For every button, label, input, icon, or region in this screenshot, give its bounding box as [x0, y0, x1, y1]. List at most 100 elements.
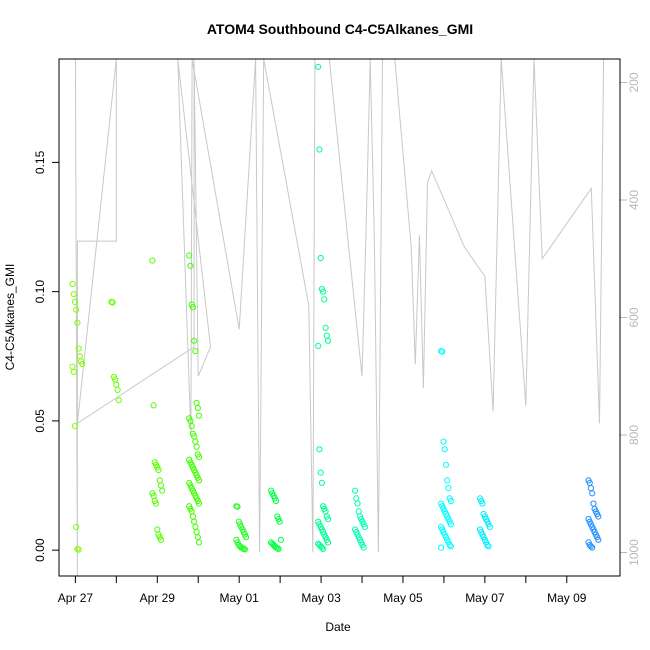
data-point — [352, 487, 359, 494]
data-point — [324, 539, 332, 546]
y2-tick-label: 600 — [627, 307, 641, 327]
data-point — [157, 536, 165, 543]
chart-title: ATOM4 Southbound C4-C5Alkanes_GMI — [207, 21, 473, 37]
data-point — [355, 508, 362, 515]
data-point — [189, 304, 196, 311]
data-point — [193, 443, 200, 450]
data-point — [152, 500, 160, 507]
data-points-layer — [69, 63, 602, 553]
data-point — [193, 529, 200, 536]
data-point — [192, 523, 199, 531]
y-tick-label: 0.15 — [33, 150, 47, 174]
data-point — [318, 544, 325, 551]
pressure-track-line — [74, 59, 605, 576]
data-point — [361, 523, 368, 531]
data-point — [109, 299, 116, 306]
data-point — [150, 402, 157, 409]
data-point — [275, 545, 282, 553]
data-point — [73, 306, 80, 313]
data-point — [447, 521, 454, 528]
y-tick-label: 0.05 — [33, 409, 47, 433]
data-point — [195, 539, 203, 546]
data-point — [115, 397, 122, 404]
data-point — [447, 543, 454, 550]
data-point — [441, 446, 448, 453]
data-point — [353, 495, 360, 502]
data-point — [320, 288, 327, 295]
data-point — [324, 516, 332, 523]
data-point — [354, 500, 361, 507]
data-point — [320, 545, 327, 553]
data-point — [191, 337, 198, 344]
x-tick-label: May 07 — [465, 591, 505, 605]
data-point — [442, 461, 450, 468]
data-point — [316, 146, 323, 153]
data-point — [195, 477, 203, 484]
data-point — [440, 438, 447, 445]
data-point — [155, 466, 162, 474]
data-point — [70, 368, 77, 375]
data-point — [70, 291, 77, 298]
data-point — [321, 296, 328, 303]
data-point — [74, 319, 81, 326]
data-point — [445, 485, 452, 492]
pressure-track-layer — [74, 59, 605, 576]
data-point — [79, 360, 86, 368]
data-point — [195, 412, 203, 419]
x-tick-label: May 01 — [219, 591, 259, 605]
data-point — [154, 526, 161, 533]
data-point — [192, 438, 199, 445]
data-point — [274, 545, 281, 552]
x-tick-label: Apr 27 — [58, 591, 94, 605]
data-point — [315, 342, 322, 349]
data-point — [194, 404, 201, 412]
data-point — [191, 518, 198, 525]
data-point — [159, 487, 166, 494]
data-point — [73, 523, 80, 531]
data-point — [195, 500, 203, 507]
y2-tick-label: 200 — [627, 72, 641, 92]
data-point — [589, 544, 596, 551]
data-point — [323, 332, 330, 339]
data-point — [324, 337, 332, 344]
data-point — [69, 280, 76, 287]
x-tick-label: May 03 — [301, 591, 341, 605]
data-point — [187, 262, 194, 269]
data-point — [595, 536, 602, 543]
data-point — [439, 348, 446, 355]
data-point — [444, 477, 451, 484]
data-point — [188, 423, 195, 430]
data-point — [438, 544, 445, 551]
data-point — [149, 257, 156, 264]
y-tick-label: 0.10 — [33, 280, 47, 304]
data-point — [189, 513, 196, 520]
data-point — [157, 482, 165, 489]
data-point — [75, 546, 82, 553]
data-point — [317, 254, 324, 262]
data-point — [234, 503, 241, 510]
data-point — [590, 500, 597, 507]
data-point — [241, 546, 248, 553]
data-point — [114, 386, 121, 393]
data-point — [193, 399, 200, 406]
y2-tick-label: 800 — [627, 425, 641, 445]
data-point — [71, 423, 79, 430]
data-point — [315, 63, 322, 70]
data-point — [316, 446, 323, 453]
data-point — [479, 500, 486, 507]
data-point — [587, 485, 595, 492]
data-point — [113, 381, 120, 388]
data-point — [317, 469, 324, 476]
data-point — [194, 534, 201, 541]
data-point — [195, 454, 203, 461]
data-point — [276, 518, 283, 525]
data-point — [484, 541, 491, 549]
x-tick-label: Apr 29 — [140, 591, 176, 605]
y-tick-label: 0.00 — [33, 538, 47, 562]
x-tick-label: May 05 — [383, 591, 423, 605]
data-point — [192, 348, 199, 355]
data-point — [322, 324, 329, 331]
data-point — [272, 497, 280, 505]
data-point — [75, 345, 82, 352]
